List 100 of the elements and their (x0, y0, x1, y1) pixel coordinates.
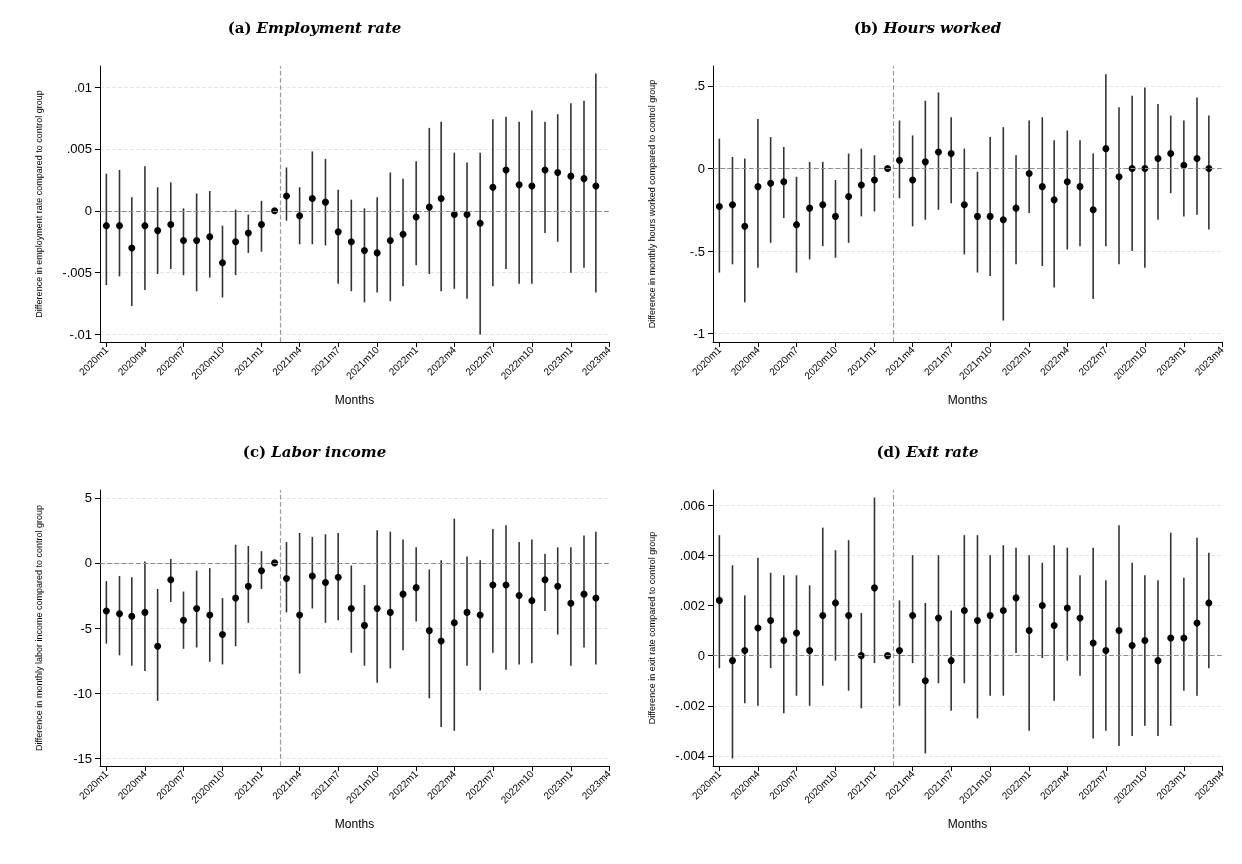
point (412, 584, 420, 592)
point (1128, 642, 1136, 650)
point (780, 637, 788, 645)
point (450, 619, 458, 627)
point (128, 244, 136, 252)
point (999, 216, 1007, 224)
point (167, 220, 175, 228)
y-tick-label: -10 (73, 685, 92, 701)
point (1180, 634, 1188, 642)
point (425, 203, 433, 211)
point (1050, 621, 1058, 629)
point (515, 591, 523, 599)
point (909, 176, 917, 184)
y-axis-title: Difference in employment rate compared to control group (33, 90, 44, 318)
y-tick-label: 0 (697, 648, 705, 664)
point (244, 582, 252, 590)
point (715, 596, 723, 604)
chart-title: (d) Exit rate (876, 443, 979, 461)
point (244, 229, 252, 237)
y-tick-label: 5 (84, 490, 92, 506)
point (1063, 604, 1071, 612)
point (973, 212, 981, 220)
point (463, 211, 471, 219)
point (1089, 206, 1097, 214)
x-axis-title: Months (334, 817, 375, 831)
point (141, 222, 149, 230)
point (986, 611, 994, 619)
y-tick-label: -.5 (689, 243, 705, 259)
point (780, 178, 788, 186)
point (528, 182, 536, 190)
point (947, 150, 955, 158)
x-axis-title: Months (947, 817, 988, 831)
chart-title: (a) Employment rate (227, 19, 402, 37)
point (489, 183, 497, 191)
point (960, 201, 968, 209)
point (167, 576, 175, 584)
point (193, 604, 201, 612)
y-tick-label: .002 (679, 597, 705, 613)
y-tick-label: -.01 (69, 327, 92, 343)
point (1167, 634, 1175, 642)
point (567, 599, 575, 607)
chart-title: (b) Hours worked (853, 19, 1002, 37)
point (831, 599, 839, 607)
point (102, 222, 110, 230)
point (1205, 599, 1213, 607)
point (729, 657, 736, 665)
point (1154, 155, 1162, 163)
y-tick-label: 0 (697, 160, 705, 176)
point (218, 631, 226, 639)
point (1115, 627, 1123, 635)
point (1154, 657, 1162, 665)
point (116, 222, 123, 230)
point (741, 647, 749, 655)
point (218, 259, 226, 267)
point (819, 611, 827, 619)
point (806, 204, 814, 212)
point (154, 227, 162, 235)
y-tick-label: -.002 (675, 698, 705, 714)
point (793, 221, 800, 229)
point (921, 677, 929, 685)
point (180, 237, 187, 245)
point (116, 610, 123, 618)
point (206, 611, 214, 619)
point (360, 246, 368, 254)
y-tick-label: -5 (80, 620, 92, 636)
point (450, 211, 458, 219)
point (1167, 150, 1175, 158)
point (1063, 178, 1071, 186)
point (360, 621, 368, 629)
point (1141, 637, 1149, 645)
point (308, 194, 316, 202)
point (729, 201, 736, 209)
point (767, 616, 775, 624)
point (1038, 601, 1046, 609)
point (986, 212, 994, 220)
point (870, 176, 878, 184)
point (528, 597, 536, 605)
point (437, 194, 445, 202)
point (1193, 155, 1201, 163)
y-tick-label: 0 (84, 555, 92, 571)
point (831, 212, 839, 220)
y-tick-label: -.004 (675, 748, 705, 764)
point (921, 158, 929, 166)
point (845, 611, 853, 619)
point (741, 222, 749, 230)
point (334, 228, 342, 236)
point (515, 181, 523, 189)
point (1038, 183, 1046, 191)
point (373, 249, 381, 257)
y-tick-label: -15 (73, 750, 92, 766)
point (1115, 173, 1123, 181)
point (334, 573, 342, 581)
point (592, 594, 600, 602)
y-tick-label: -1 (693, 326, 705, 342)
y-tick-label: .01 (73, 79, 92, 95)
point (895, 156, 903, 164)
point (257, 220, 265, 228)
point (1025, 169, 1033, 177)
x-axis-title: Months (334, 393, 375, 407)
point (934, 148, 942, 156)
